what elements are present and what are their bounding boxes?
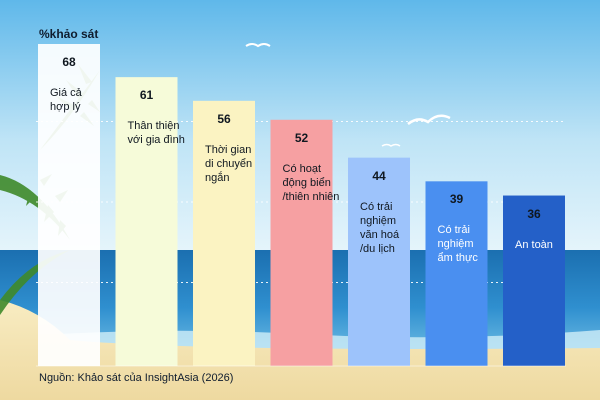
bar-value-label: 39 — [449, 192, 464, 207]
bar — [503, 195, 565, 366]
bar-category-label-line: hợp lý — [50, 101, 81, 113]
bar-category-label-line: nghiệm — [437, 238, 474, 251]
bar-category-label-line: di chuyển — [205, 157, 253, 170]
bar-category-label-line: Thời gian — [205, 143, 252, 156]
bar-value-label: 52 — [294, 130, 309, 145]
bar-value-label: 68 — [62, 55, 76, 69]
bar-category-label-line: ẩm thực — [437, 252, 478, 265]
bar — [270, 119, 333, 366]
bar-category-label-line: Có trải — [437, 224, 470, 237]
bird-icon — [381, 143, 401, 147]
bar-category-label-line: nghiệm — [360, 214, 397, 227]
bar-category-label: Thời gian di chuyển ngắn — [205, 143, 267, 185]
bar-category-label-line: Thân thiện — [127, 120, 180, 133]
bar-category-label: Thân thiện với gia đình — [128, 119, 190, 147]
bar-category-label-line: động biển — [282, 176, 331, 189]
bar-category-label-line: /du lịch — [360, 242, 395, 255]
bar-category-label-line: Có trải — [360, 200, 393, 213]
bar — [38, 44, 100, 366]
bar-category-label-line: Giá cả — [50, 87, 82, 99]
bar-category-label: Giá cả hợp lý — [50, 86, 112, 114]
bar-category-label-line: văn hoá — [360, 228, 400, 241]
bar-value-label: 61 — [139, 88, 154, 103]
bar — [115, 77, 178, 366]
bar-value-label: 44 — [372, 168, 386, 183]
bar-category-label: Có trải nghiệm ẩm thực — [438, 223, 500, 265]
bar-category-label: Có trải nghiệm văn hoá/du lịch — [360, 200, 422, 256]
bar — [348, 157, 410, 366]
bar-category-label-line: ngắn — [205, 171, 230, 184]
bar-category-label-line: /thiên nhiên — [282, 190, 340, 203]
bar-category-label-line: An toàn — [515, 238, 553, 251]
bird-icon — [245, 43, 271, 48]
bar-category-label-line: Có hoạt — [282, 162, 322, 175]
bar-value-label: 56 — [217, 111, 231, 126]
bar — [425, 181, 488, 366]
bar-category-label-line: với gia đình — [127, 134, 185, 147]
bar-series — [38, 44, 565, 366]
bar-category-label: Có hoạt động biển/thiên nhiên — [283, 162, 345, 204]
bar-category-label: An toàn — [515, 238, 577, 252]
bar-value-label: 36 — [527, 206, 541, 221]
y-axis-label: %khảo sát — [39, 27, 99, 41]
source-note: Nguồn: Khảo sát của InsightAsia (2026) — [39, 372, 234, 384]
bar — [193, 100, 255, 366]
